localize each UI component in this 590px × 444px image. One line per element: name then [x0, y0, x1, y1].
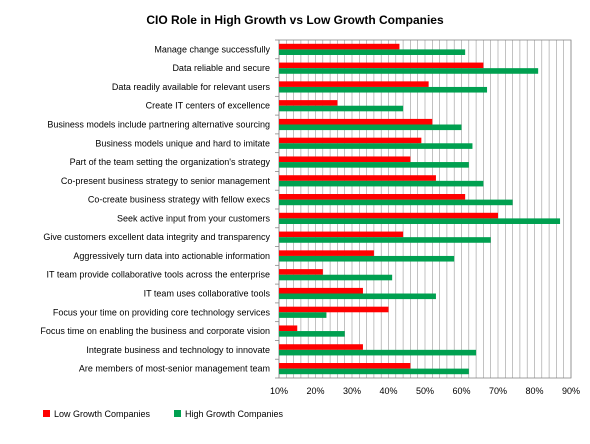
category-label: Business models include partnering alter…	[47, 120, 270, 130]
legend-swatch-low-growth	[43, 410, 50, 417]
x-tick-label: 30%	[343, 386, 361, 396]
plot-area: Manage change successfully Data reliable …	[40, 39, 580, 396]
bar-high-growth	[279, 368, 469, 375]
category-label: IT team uses collaborative tools	[144, 289, 271, 299]
bar-low-growth	[279, 269, 323, 275]
x-tick-label: 70%	[489, 386, 507, 396]
bar-low-growth	[279, 156, 411, 163]
bar-high-growth	[279, 312, 327, 318]
category-label: Create IT centers of excellence	[146, 101, 270, 111]
bar-low-growth	[279, 287, 363, 294]
category-label: IT team provide collaborative tools acro…	[47, 270, 270, 280]
bar-high-growth	[279, 255, 455, 262]
bar-low-growth	[279, 344, 363, 350]
bar-low-growth	[279, 43, 400, 50]
bar-low-growth	[279, 100, 338, 106]
chart-title: CIO Role in High Growth vs Low Growth Co…	[146, 13, 444, 27]
category-label: Co-create business strategy with fellow …	[88, 195, 271, 205]
bar-low-growth	[279, 118, 433, 125]
x-tick-label: 20%	[306, 386, 324, 396]
bar-high-growth	[279, 237, 491, 243]
x-tick-label: 80%	[525, 386, 543, 396]
bar-low-growth	[279, 306, 389, 313]
category-label: Manage change successfully	[154, 44, 270, 54]
bar-low-growth	[279, 62, 484, 69]
bar-low-growth	[279, 250, 374, 256]
category-label: Focus time on enabling the business and …	[40, 326, 270, 336]
x-tick-label: 50%	[416, 386, 434, 396]
category-label: Are members of most-senior management te…	[79, 364, 270, 374]
bar-high-growth	[279, 124, 462, 131]
x-tick-label: 60%	[452, 386, 470, 396]
category-label: Seek active input from your customers	[117, 213, 271, 223]
bar-low-growth	[279, 325, 298, 332]
bar-low-growth	[279, 81, 429, 87]
bar-low-growth	[279, 175, 436, 181]
bar-high-growth	[279, 86, 488, 93]
bar-high-growth	[279, 143, 473, 149]
category-label: Focus your time on providing core techno…	[53, 307, 271, 317]
category-label: Data readily available for relevant user…	[112, 82, 271, 92]
category-label: Data reliable and secure	[172, 63, 270, 73]
bar-high-growth	[279, 162, 469, 168]
bar-high-growth	[279, 274, 393, 281]
bar-high-growth	[279, 218, 561, 224]
category-label: Give customers excellent data integrity …	[43, 232, 270, 242]
bar-low-growth	[279, 363, 411, 369]
legend-label-high-growth: High Growth Companies	[185, 409, 284, 419]
legend-label-low-growth: Low Growth Companies	[54, 409, 151, 419]
bar-high-growth	[279, 293, 436, 300]
category-label: Integrate business and technology to inn…	[86, 345, 270, 355]
bar-high-growth	[279, 68, 539, 74]
category-label: Part of the team setting the organizatio…	[70, 157, 271, 167]
category-label: Business models unique and hard to imita…	[95, 138, 270, 148]
bar-high-growth	[279, 105, 404, 112]
x-tick-label: 40%	[379, 386, 397, 396]
x-tick-label: 10%	[270, 386, 288, 396]
bar-low-growth	[279, 231, 404, 238]
bar-high-growth	[279, 180, 484, 187]
bar-low-growth	[279, 137, 422, 144]
bar-high-growth	[279, 49, 466, 55]
category-label: Aggressively turn data into actionable i…	[73, 251, 270, 261]
bar-high-growth	[279, 199, 513, 206]
bar-low-growth	[279, 194, 466, 200]
category-label: Co-present business strategy to senior m…	[61, 176, 271, 186]
legend: Low Growth Companies High Growth Compani…	[43, 409, 284, 419]
bar-high-growth	[279, 331, 345, 337]
bar-low-growth	[279, 212, 498, 219]
bar-high-growth	[279, 349, 477, 356]
x-tick-label: 90%	[562, 386, 580, 396]
legend-swatch-high-growth	[174, 410, 181, 417]
